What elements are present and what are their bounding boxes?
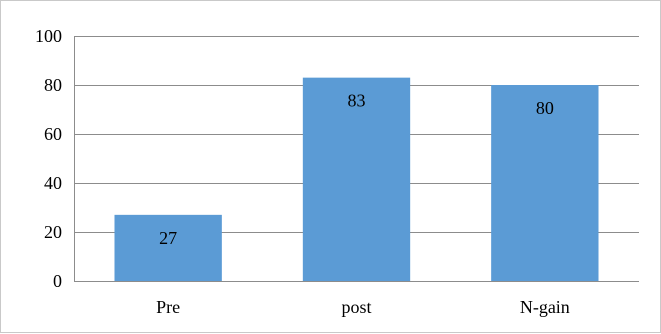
y-tick-label-40: 40 bbox=[44, 173, 62, 193]
data-label-post: 83 bbox=[348, 91, 366, 111]
x-tick-label-n-gain: N-gain bbox=[520, 297, 570, 317]
bars bbox=[114, 77, 599, 282]
labels: 0 20 40 60 80 100 27 Pre 83 post 80 N-gain bbox=[35, 26, 570, 317]
bar-n-gain bbox=[491, 85, 599, 281]
data-label-n-gain: 80 bbox=[536, 98, 554, 118]
y-tick-label-0: 0 bbox=[53, 271, 62, 291]
y-tick-label-60: 60 bbox=[44, 124, 62, 144]
y-tick-label-100: 100 bbox=[35, 26, 62, 46]
y-tick-label-80: 80 bbox=[44, 75, 62, 95]
x-tick-label-pre: Pre bbox=[156, 297, 180, 317]
bar-post bbox=[302, 77, 411, 282]
x-tick-label-post: post bbox=[341, 297, 371, 317]
bar-pre bbox=[114, 214, 222, 281]
data-label-pre: 27 bbox=[159, 228, 177, 248]
axes bbox=[74, 36, 639, 282]
y-tick-label-20: 20 bbox=[44, 222, 62, 242]
